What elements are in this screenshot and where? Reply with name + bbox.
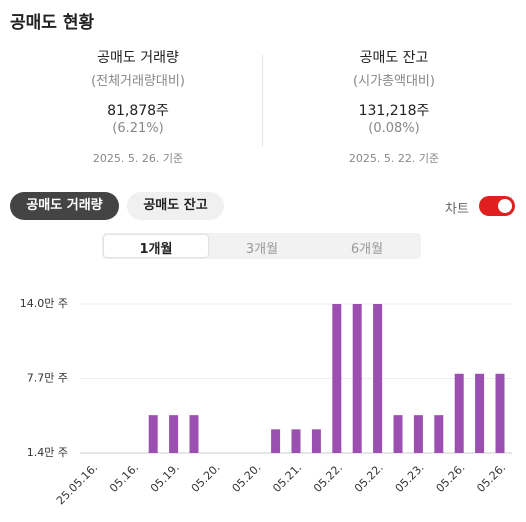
x-tick-label: 05.26. <box>474 461 508 495</box>
bar <box>189 415 199 453</box>
bar <box>413 415 423 453</box>
bar <box>311 429 321 453</box>
bar <box>454 373 464 453</box>
stat-date: 2025. 5. 26. 기준 <box>92 152 184 165</box>
stat-ratio: (0.08%) <box>368 121 420 136</box>
stat-value: 81,878주 <box>107 103 169 119</box>
x-tick-label: 05.20. <box>189 461 223 495</box>
bar <box>352 304 362 453</box>
period-selected <box>104 235 208 257</box>
x-tick-label: 05.19. <box>148 461 182 495</box>
x-tick-label: 05.22. <box>311 461 345 495</box>
period-tab[interactable]: 6개월 <box>350 242 384 257</box>
stat-ratio: (6.21%) <box>112 121 164 136</box>
stat-date: 2025. 5. 22. 기준 <box>348 152 440 165</box>
toggle-label: 차트 <box>445 202 469 217</box>
period-tab[interactable]: 3개월 <box>245 242 279 257</box>
x-tick-label: 05.23. <box>393 461 427 495</box>
period-tab[interactable]: 1개월 <box>139 242 173 257</box>
x-tick-label: 05.20. <box>230 461 264 495</box>
bar <box>475 373 485 453</box>
x-tick-label: 25.05.16. <box>54 461 100 507</box>
toggle-switch[interactable] <box>479 196 515 216</box>
panel-title: 공매도 현황 <box>10 13 95 33</box>
bar <box>291 429 301 453</box>
stat-label: 공매도 잔고 <box>359 50 429 66</box>
stat-sublabel: (시가총액대비) <box>353 74 435 89</box>
y-tick-label: 7.7만 주 <box>27 372 68 385</box>
bar <box>393 415 403 453</box>
y-tick-label: 1.4만 주 <box>27 446 68 459</box>
bar <box>148 415 158 453</box>
bar <box>495 373 505 453</box>
stat-value: 131,218주 <box>358 103 430 119</box>
toggle-knob <box>498 199 512 213</box>
y-tick-label: 14.0만 주 <box>20 297 68 310</box>
stat-label: 공매도 거래량 <box>97 50 179 66</box>
divider <box>262 55 263 147</box>
x-tick-label: 05.22. <box>352 461 386 495</box>
x-tick-label: 05.26. <box>434 461 468 495</box>
x-tick-label: 05.16. <box>107 461 141 495</box>
bar <box>169 415 179 453</box>
tab[interactable]: 공매도 잔고 <box>127 192 224 220</box>
bar <box>434 415 444 453</box>
x-tick-label: 05.21. <box>270 461 304 495</box>
bar <box>373 304 383 453</box>
bar <box>332 304 342 453</box>
stat-sublabel: (전체거래량대비) <box>91 74 185 89</box>
bar <box>271 429 281 453</box>
tab-active[interactable]: 공매도 거래량 <box>10 192 119 220</box>
